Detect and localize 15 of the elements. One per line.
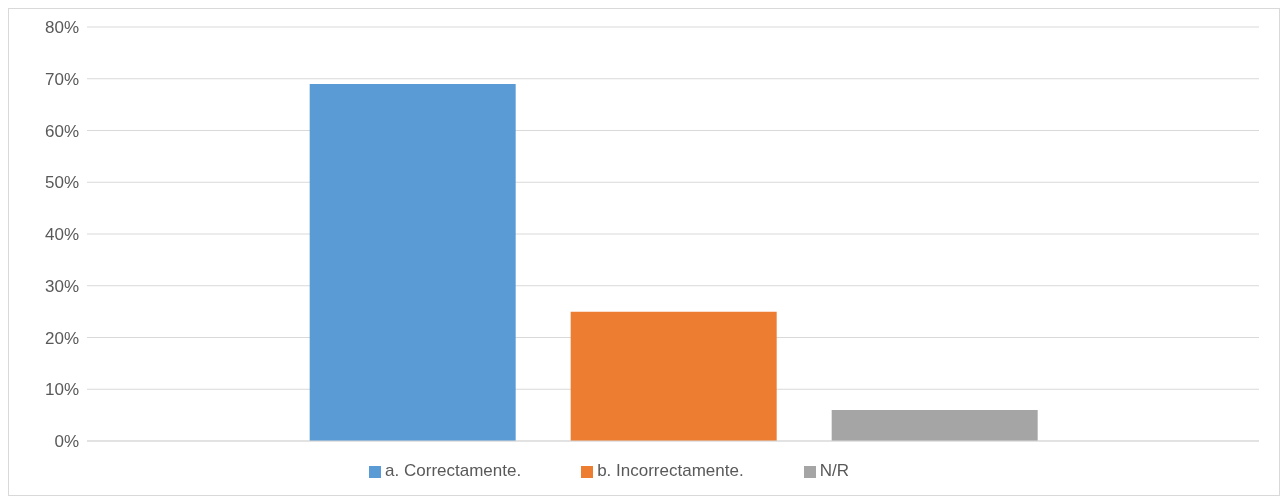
y-tick-label: 70%	[44, 69, 79, 89]
y-tick-label: 30%	[44, 276, 79, 296]
bar	[831, 409, 1038, 441]
y-tick-label: 20%	[44, 328, 79, 348]
y-tick-label: 10%	[44, 380, 79, 400]
y-tick-label: 50%	[44, 173, 79, 193]
legend-label: b. Incorrectamente.	[597, 461, 744, 480]
y-tick-label: 80%	[44, 18, 79, 38]
y-tick-label: 60%	[44, 121, 79, 141]
y-tick-label: 0%	[54, 432, 79, 452]
legend-label: a. Correctamente.	[385, 461, 522, 480]
legend-label: N/R	[819, 461, 849, 480]
y-tick-label: 40%	[44, 225, 79, 245]
bar	[570, 311, 777, 441]
bar	[309, 83, 516, 441]
